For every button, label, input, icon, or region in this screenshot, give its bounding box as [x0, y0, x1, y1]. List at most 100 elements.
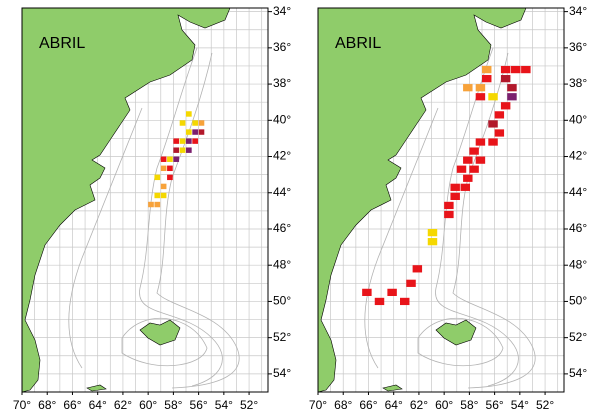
x-tick-label: 68°: [38, 398, 56, 412]
x-tick-label: 64°: [385, 398, 403, 412]
x-tick-label: 60°: [435, 398, 453, 412]
data-cell: [167, 174, 173, 181]
data-cell: [406, 279, 416, 287]
x-tick-label: 66°: [359, 398, 377, 412]
x-tick-label: 58°: [460, 398, 478, 412]
data-cell: [488, 120, 498, 128]
data-cell: [450, 192, 460, 200]
data-cell: [198, 129, 205, 135]
data-cell: [488, 138, 498, 146]
y-tick-label: 38°: [569, 76, 587, 90]
y-tick-label: 44°: [273, 185, 291, 199]
data-cell: [475, 93, 486, 101]
data-cell: [450, 183, 460, 191]
y-tick-label: 50°: [273, 294, 291, 308]
y-tick-label: 50°: [569, 294, 587, 308]
y-tick-label: 54°: [569, 366, 587, 380]
data-cell: [186, 111, 192, 117]
y-tick-label: 36°: [569, 40, 587, 54]
data-cell: [192, 138, 198, 144]
data-cell: [521, 65, 531, 74]
x-tick-label: 56°: [190, 398, 208, 412]
x-tick-label: 54°: [511, 398, 529, 412]
y-tick-label: 48°: [569, 257, 587, 271]
data-cell: [511, 65, 521, 74]
data-cell: [475, 138, 486, 146]
data-cell: [444, 201, 454, 210]
y-tick-label: 52°: [569, 330, 587, 344]
data-cell: [154, 174, 161, 181]
data-cell: [488, 93, 498, 101]
data-cell: [400, 297, 410, 306]
x-tick-label: 66°: [63, 398, 81, 412]
data-cell: [494, 111, 505, 119]
data-cell: [198, 120, 205, 126]
map-panel: ABRIL 34° 36° 38° 40° 42° 44° 46° 48° 50° 52° 54° 70…: [13, 4, 291, 412]
map-body: [318, 8, 564, 392]
data-cell: [482, 75, 492, 83]
frame: [21, 7, 269, 393]
data-cell: [148, 201, 154, 208]
x-tick-label: 64°: [89, 398, 107, 412]
data-cell: [186, 138, 192, 144]
data-cell: [160, 165, 167, 172]
data-cell: [482, 65, 492, 74]
data-cell: [500, 102, 511, 110]
panel-title: ABRIL: [335, 35, 381, 52]
x-tick-label: 58°: [164, 398, 182, 412]
data-cell: [173, 147, 180, 153]
data-cell: [374, 297, 385, 306]
y-tick-label: 46°: [569, 221, 587, 235]
map-panel: ABRIL 34° 36° 38° 40° 42° 44° 46° 48° 50° 52° 54° 70…: [309, 4, 587, 412]
y-tick-label: 40°: [569, 112, 587, 126]
y-tick-label: 40°: [273, 112, 291, 126]
data-cell: [500, 65, 511, 74]
y-tick-label: 46°: [273, 221, 291, 235]
x-tick-label: 62°: [410, 398, 428, 412]
data-cell: [507, 84, 517, 92]
x-tick-label: 52°: [240, 398, 258, 412]
data-cell: [507, 93, 517, 101]
x-tick-label: 54°: [215, 398, 233, 412]
data-cell: [500, 75, 511, 83]
data-cell: [469, 165, 479, 173]
data-cell: [160, 183, 167, 190]
data-cell: [456, 165, 467, 173]
data-cell: [192, 120, 198, 126]
data-cell: [173, 156, 180, 162]
x-tick-label: 62°: [114, 398, 132, 412]
data-cell: [179, 138, 186, 144]
data-cell: [362, 288, 372, 296]
panel-title: ABRIL: [39, 35, 85, 52]
data-cell: [179, 120, 186, 126]
y-tick-label: 36°: [273, 40, 291, 54]
x-tick-label: 68°: [334, 398, 352, 412]
data-cell: [192, 129, 198, 135]
data-cell: [475, 156, 486, 164]
data-cell: [160, 192, 167, 199]
y-tick-label: 52°: [273, 330, 291, 344]
y-tick-label: 54°: [273, 366, 291, 380]
y-tick-label: 48°: [273, 257, 291, 271]
frame: [317, 7, 565, 393]
data-cell: [167, 165, 173, 172]
y-tick-label: 34°: [569, 4, 587, 18]
data-cell: [412, 265, 423, 273]
data-cell: [179, 147, 186, 153]
y-tick-label: 38°: [273, 76, 291, 90]
data-cell: [494, 129, 505, 137]
data-cell: [154, 201, 161, 208]
x-tick-label: 70°: [309, 398, 327, 412]
data-cell: [167, 156, 173, 162]
data-cell: [444, 210, 454, 219]
data-cell: [186, 147, 192, 153]
data-cell: [475, 84, 486, 92]
data-cell: [463, 174, 473, 182]
y-tick-label: 42°: [273, 149, 291, 163]
data-cell: [463, 156, 473, 164]
x-tick-label: 56°: [486, 398, 504, 412]
data-cell: [186, 129, 192, 135]
x-tick-label: 70°: [13, 398, 31, 412]
data-cell: [160, 156, 167, 162]
